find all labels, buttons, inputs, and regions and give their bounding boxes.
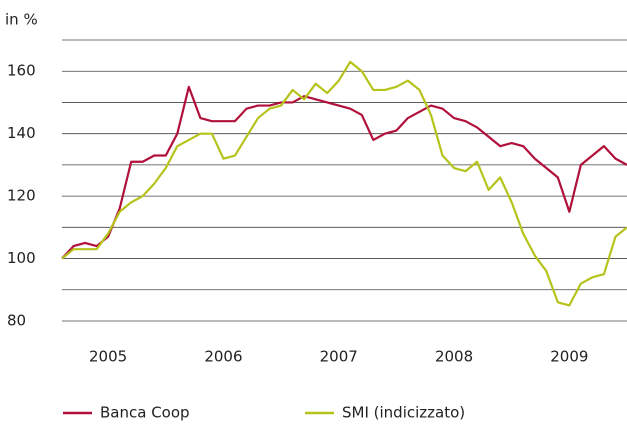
y-tick-label: 140 [7,124,36,142]
x-tick-label: 2009 [550,348,588,366]
y-axis-label: in % [5,11,38,29]
y-tick-label: 80 [7,312,26,330]
series-line [61,60,627,307]
x-tick-label: 2008 [435,348,473,366]
legend-label: SMI (indicizzato) [342,404,465,422]
x-tick-label: 2005 [89,348,127,366]
x-tick-label: 2006 [204,348,242,366]
y-tick-label: 160 [7,62,36,80]
y-tick-label: 120 [7,187,36,205]
series-line [61,85,627,260]
x-tick-label: 2007 [320,348,358,366]
legend-label: Banca Coop [100,404,190,422]
y-tick-label: 100 [7,249,36,267]
